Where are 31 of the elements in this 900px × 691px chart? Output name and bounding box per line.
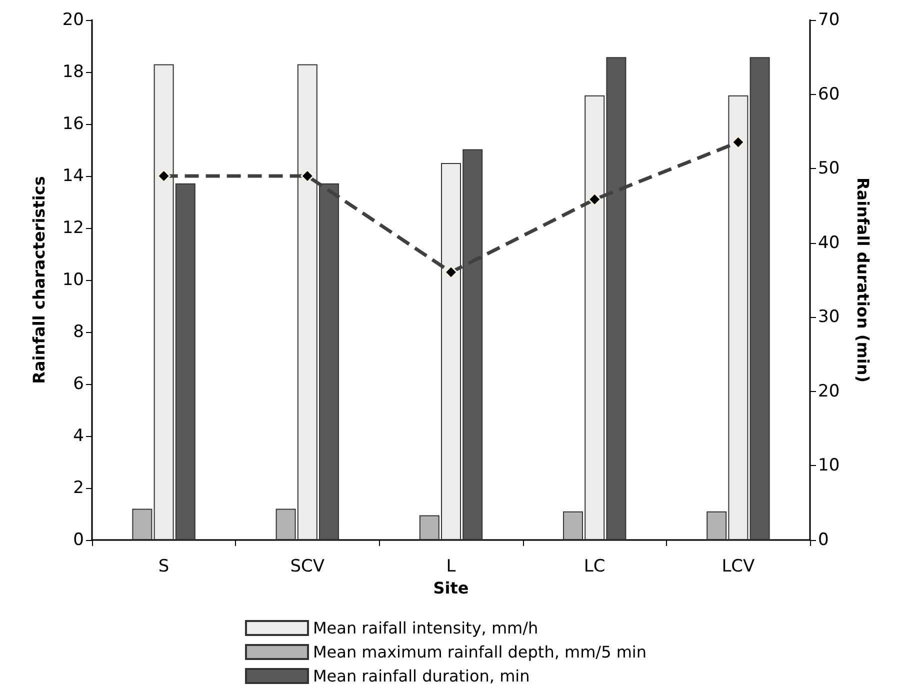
y-tick-label: 18 [62,62,84,82]
legend-label: Mean rainfall duration, min [313,666,530,686]
y2-tick-label: 0 [818,530,829,550]
y-tick-label: 12 [62,218,84,238]
y2-tick-label: 70 [818,10,840,30]
y2-tick-label: 60 [818,84,840,104]
legend-label: Mean maximum rainfall depth, mm/5 min [313,642,647,662]
x-tick-label: LCV [722,556,756,576]
y2-tick-label: 40 [818,232,840,253]
y-tick-label: 16 [62,114,84,134]
y-tick-label: 4 [73,426,84,446]
y-tick-label: 2 [73,478,84,498]
y-tick-label: 20 [62,10,84,30]
y2-tick-label: 50 [818,158,840,179]
y-tick-label: 0 [73,530,84,550]
x-tick-label: S [158,556,170,576]
x-tick-label: LC [584,556,606,576]
y-axis-title: Rainfall characteristics [30,176,48,384]
x-axis-title: Site [433,578,469,598]
y-tick-label: 8 [73,322,84,342]
x-tick-label: L [446,556,456,576]
y2-tick-label: 30 [818,307,840,328]
y2-tick-label: 20 [818,381,840,402]
bar [132,508,152,540]
y-tick-label: 10 [62,270,84,290]
y2-tick-label: 10 [818,456,840,476]
y2-axis-title: Rainfall duration (min) [854,177,872,383]
y-tick-label: 6 [73,374,84,394]
x-tick-label: SCV [290,556,325,576]
y-tick-label: 14 [62,166,84,186]
legend-label: Mean raifall intensity, mm/h [313,618,538,638]
